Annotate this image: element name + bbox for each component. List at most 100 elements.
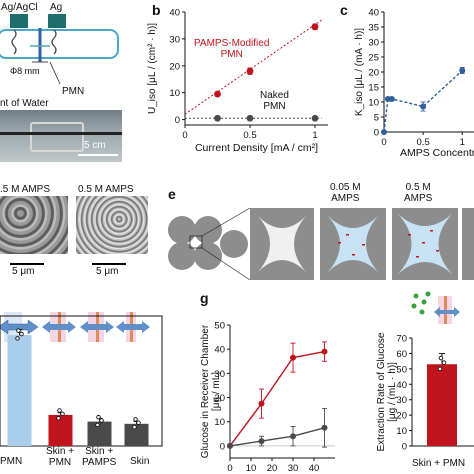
g-point (321, 424, 328, 431)
h-ytick-label: 50 (396, 364, 407, 375)
device-photo: 5 cm (0, 110, 122, 162)
g-ytick-label: 10 (214, 417, 225, 428)
b-ytick-label: 0 (175, 115, 180, 126)
h-ytick-label: 60 (396, 349, 407, 360)
b-point (246, 114, 254, 122)
scale-bar-right (92, 263, 126, 265)
h-ytick-label: 0 (402, 442, 407, 453)
label-ag: Ag (50, 2, 63, 13)
c-series-line-0 (383, 69, 463, 133)
panel-f-icons (0, 312, 150, 342)
b-ytick-label: 30 (169, 34, 180, 45)
b-xtick-label: 0 (182, 130, 187, 141)
legend-naked: Naked PMN (260, 90, 289, 112)
f-dot (60, 411, 65, 417)
scale-label-right: 5 μm (96, 266, 119, 277)
label-e-05: 0.5 M AMPS (404, 182, 433, 204)
g-point (258, 438, 265, 445)
f-dot (132, 424, 137, 430)
cat-f-pmn: PMN (0, 456, 23, 467)
c-point (388, 96, 395, 102)
b-point (214, 114, 221, 122)
panel-letter-g: g (200, 290, 209, 306)
panel-letter-c: c (340, 2, 348, 18)
b-point (214, 90, 221, 98)
b-ytick-label: 40 (169, 8, 180, 19)
g-ytick-label: 50 (214, 321, 225, 332)
g-point (290, 354, 296, 361)
b-trend-0 (184, 19, 322, 115)
h-ytick-label: 20 (396, 411, 407, 422)
c-xtick-label: 0 (381, 137, 386, 148)
f-bar (7, 335, 32, 446)
label-sem-left: .5 M AMPS (0, 184, 51, 195)
b-point (311, 114, 319, 122)
label-pmn: PMN (62, 86, 85, 97)
c-ytick-label: 35 (368, 23, 379, 34)
f-dot (136, 420, 141, 425)
scale-label-left: 5 μm (12, 266, 35, 277)
h-dot (437, 366, 443, 372)
h-bar (427, 364, 457, 446)
f-bar (87, 421, 112, 446)
label-sem-right: 0.5 M AMPS (78, 184, 134, 195)
h-ylabel: Extraction Rate of Glucose[μg / (mL · h)… (376, 332, 398, 451)
g-ytick-label: 30 (214, 369, 225, 380)
c-xtick-label: 0.5 (417, 137, 430, 148)
f-dot (96, 414, 101, 420)
panel-h-icon (411, 291, 460, 324)
sem-image-right (76, 196, 148, 254)
c-ytick-label: 40 (368, 8, 379, 19)
c-point (381, 129, 387, 135)
g-ylabel: Glucose in Receiver Chamber[μg / mL] (200, 324, 222, 458)
f-dot (95, 422, 100, 428)
g-point (290, 433, 296, 440)
f-dot (56, 416, 61, 421)
b-xtick-label: 1 (312, 130, 317, 141)
c-xtick-label: 1 (460, 137, 465, 148)
cat-f-skin-pamps: Skin + PAMPS (82, 446, 117, 468)
b-ytick-label: 20 (169, 61, 180, 72)
panel-letter-e: e (168, 186, 176, 202)
c-ylabel: K_iso [μL / (mA · h)] (354, 28, 365, 116)
cat-h: Skin + PMN (412, 458, 466, 469)
c-ytick-label: 5 (374, 113, 379, 124)
cat-f-skin-pmn: Skin + PMN (46, 446, 75, 468)
c-ytick-label: 20 (368, 68, 379, 79)
b-xtick-label: 0.5 (243, 130, 256, 141)
panel-a-schematic (0, 14, 119, 85)
g-point (258, 400, 265, 407)
g-xtick-label: 0 (227, 463, 232, 474)
f-bar (48, 414, 73, 446)
g-xtick-label: 20 (267, 463, 278, 474)
c-point (384, 96, 391, 102)
g-point (321, 348, 328, 355)
cat-f-skin: Skin (130, 456, 150, 467)
b-point (311, 23, 319, 31)
c-ytick-label: 10 (368, 98, 379, 109)
g-point (227, 442, 233, 449)
h-ytick-label: 10 (396, 426, 407, 437)
label-phi: Φ8 mm (10, 66, 40, 76)
g-ytick-label: 0 (220, 441, 225, 452)
h-dot (438, 355, 444, 361)
g-xtick-label: 10 (246, 463, 257, 474)
c-ytick-label: 0 (374, 128, 379, 139)
h-dot (441, 360, 447, 365)
f-dot (99, 418, 104, 423)
g-xtick-label: 30 (288, 463, 299, 474)
scale-5cm: 5 cm (84, 140, 106, 151)
g-ytick-label: 20 (214, 393, 225, 404)
g-xtick-label: 40 (309, 463, 320, 474)
b-ylabel: U_iso [μL / (cm² · h)] (147, 23, 158, 114)
c-xlabel: AMPS Concentr (400, 147, 474, 159)
label-ag-agcl: Ag/AgCl (1, 2, 38, 13)
g-point (227, 442, 233, 449)
g-series-line-0 (229, 350, 325, 447)
h-ytick-label: 40 (396, 380, 407, 391)
c-point (459, 67, 466, 74)
panel-letter-b: b (152, 2, 161, 18)
h-ytick-label: 30 (396, 395, 407, 406)
f-dot (57, 408, 62, 413)
b-xlabel: Current Density [mA / cm²] (195, 142, 318, 154)
